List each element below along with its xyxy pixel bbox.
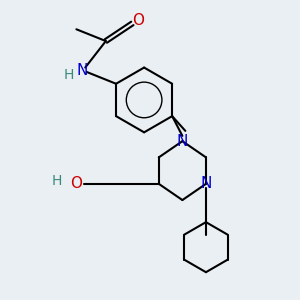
Text: H: H xyxy=(52,174,62,188)
Text: O: O xyxy=(132,13,144,28)
Text: O: O xyxy=(70,176,83,191)
Text: N: N xyxy=(76,63,88,78)
Text: N: N xyxy=(177,134,188,149)
Text: H: H xyxy=(64,68,74,82)
Text: N: N xyxy=(200,176,211,191)
